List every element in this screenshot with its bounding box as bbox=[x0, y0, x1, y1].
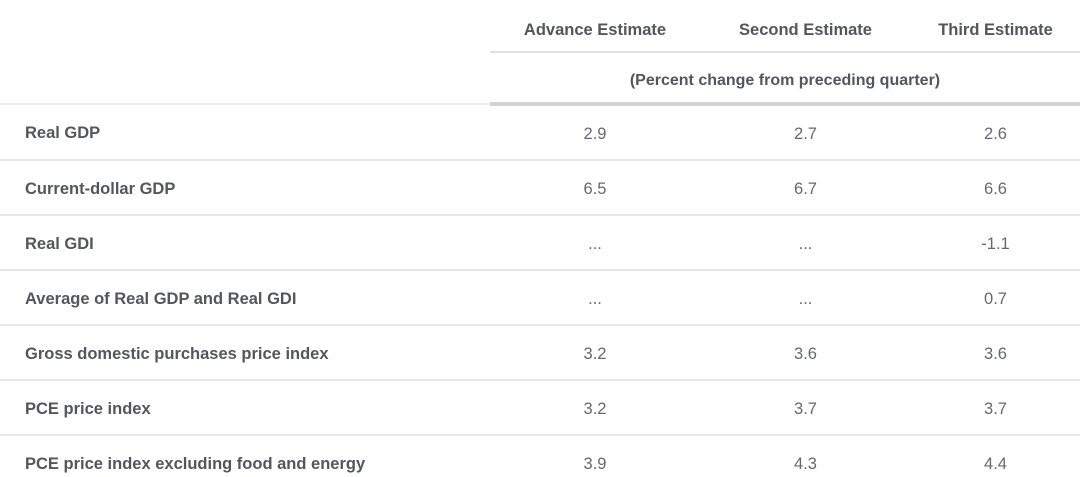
column-header-third-estimate: Third Estimate bbox=[911, 0, 1080, 53]
empty-corner-cell bbox=[0, 52, 490, 105]
row-label: Gross domestic purchases price index bbox=[0, 325, 490, 381]
value-cell: ... bbox=[490, 270, 700, 326]
row-label: Real GDP bbox=[0, 104, 490, 161]
value-cell: 4.4 bbox=[984, 454, 1007, 473]
value-cell: 2.9 bbox=[490, 104, 700, 161]
value-cell: 6.5 bbox=[490, 160, 700, 216]
value-cell: ... bbox=[700, 215, 911, 271]
value-cell: ... bbox=[700, 270, 911, 326]
value-cell: 0.7 bbox=[911, 270, 1080, 326]
table-row-current-dollar-gdp: Current-dollar GDP 6.5 6.7 6.6 bbox=[0, 160, 1080, 216]
units-note: (Percent change from preceding quarter) bbox=[490, 52, 1080, 106]
row-label: PCE price index excluding food and energ… bbox=[25, 454, 366, 473]
row-label: PCE price index bbox=[0, 380, 490, 436]
value-cell: 3.6 bbox=[700, 325, 911, 381]
value-cell: 3.7 bbox=[700, 380, 911, 436]
value-cell: 3.6 bbox=[911, 325, 1080, 381]
value-cell: 2.7 bbox=[700, 104, 911, 161]
value-cell: 3.9 bbox=[583, 454, 607, 473]
row-label: Current-dollar GDP bbox=[0, 160, 490, 216]
column-header-advance-estimate: Advance Estimate bbox=[490, 0, 700, 53]
value-cell: 4.3 bbox=[794, 454, 817, 473]
table-row-real-gdi: Real GDI ... ... -1.1 bbox=[0, 215, 1080, 271]
value-cell: 3.2 bbox=[490, 325, 700, 381]
value-cell: 3.7 bbox=[911, 380, 1080, 436]
units-note-row: (Percent change from preceding quarter) bbox=[0, 52, 1080, 106]
column-header-second-estimate: Second Estimate bbox=[700, 0, 911, 53]
table-row-pce-price-index: PCE price index 3.2 3.7 3.7 bbox=[0, 380, 1080, 436]
table-row-gross-domestic-purchases-price-index: Gross domestic purchases price index 3.2… bbox=[0, 325, 1080, 381]
table-row-pce-price-index-excluding-food-energy: PCE price index excluding food and energ… bbox=[0, 435, 1080, 477]
table-row-real-gdp: Real GDP 2.9 2.7 2.6 bbox=[0, 104, 1080, 161]
table-row-average-gdp-gdi: Average of Real GDP and Real GDI ... ...… bbox=[0, 270, 1080, 326]
value-cell: 6.6 bbox=[911, 160, 1080, 216]
value-cell: 2.6 bbox=[911, 104, 1080, 161]
column-header-row: Advance Estimate Second Estimate Third E… bbox=[0, 0, 1080, 53]
row-label: Average of Real GDP and Real GDI bbox=[0, 270, 490, 326]
empty-corner-cell bbox=[0, 0, 490, 52]
value-cell: ... bbox=[490, 215, 700, 271]
value-cell: 3.2 bbox=[490, 380, 700, 436]
value-cell: 6.7 bbox=[700, 160, 911, 216]
row-label: Real GDI bbox=[0, 215, 490, 271]
value-cell: -1.1 bbox=[911, 215, 1080, 271]
